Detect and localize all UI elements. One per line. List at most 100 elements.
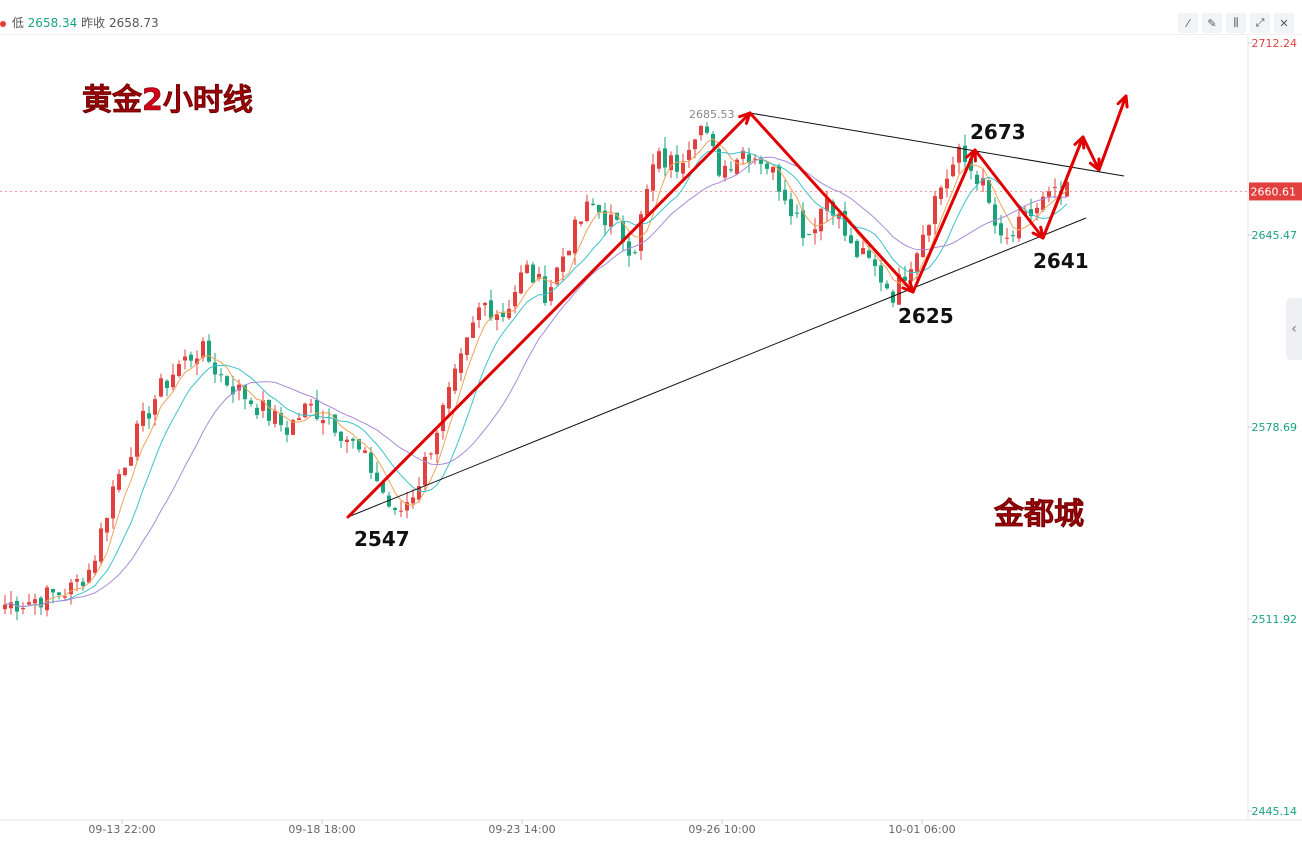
candle-body bbox=[633, 252, 637, 254]
candle-body bbox=[903, 276, 907, 281]
candle-body bbox=[57, 592, 61, 595]
side-panel-handle[interactable]: ‹ bbox=[1286, 298, 1302, 360]
candle-body bbox=[549, 287, 553, 302]
candle-body bbox=[63, 596, 67, 598]
candle-body bbox=[399, 510, 403, 512]
candle-body bbox=[807, 233, 811, 235]
candle-body bbox=[957, 146, 961, 163]
line-tool-icon[interactable]: ⁄ bbox=[1178, 13, 1198, 33]
candle-body bbox=[237, 384, 241, 391]
expand-icon[interactable]: ⤢ bbox=[1250, 13, 1270, 33]
candle-body bbox=[357, 439, 361, 450]
candle-body bbox=[1053, 186, 1057, 188]
candle-body bbox=[33, 599, 37, 604]
candle-body bbox=[303, 403, 307, 418]
top-toolbar: 低 2658.34 昨收 2658.73 ⁄ ✎ ⫼ ⤢ ✕ bbox=[0, 4, 1302, 35]
candle-body bbox=[837, 213, 841, 219]
candle-body bbox=[273, 410, 277, 424]
candle-body bbox=[93, 560, 97, 573]
candle-body bbox=[9, 602, 13, 609]
chevron-left-icon: ‹ bbox=[1291, 321, 1297, 337]
candle-body bbox=[675, 154, 679, 172]
candle-body bbox=[219, 374, 223, 376]
moving-average-line bbox=[4, 149, 1068, 608]
candle-body bbox=[645, 188, 649, 216]
candle-body bbox=[741, 150, 745, 159]
candle-body bbox=[1005, 237, 1009, 239]
candle-body bbox=[405, 502, 409, 511]
candle-body bbox=[729, 169, 733, 171]
candle-body bbox=[567, 250, 571, 256]
candle-body bbox=[717, 148, 721, 176]
candle-body bbox=[117, 474, 121, 490]
wave-segment bbox=[748, 111, 915, 294]
candle-body bbox=[891, 291, 895, 303]
candle-body bbox=[495, 314, 499, 321]
candle-body bbox=[1041, 196, 1045, 210]
candle-body bbox=[123, 467, 127, 476]
candle-body bbox=[297, 418, 301, 421]
candle-body bbox=[1035, 207, 1039, 214]
candle-body bbox=[993, 204, 997, 226]
candle-body bbox=[1011, 235, 1015, 237]
candle-body bbox=[573, 219, 577, 254]
candle-body bbox=[501, 312, 505, 317]
candle-body bbox=[189, 354, 193, 361]
candle-body bbox=[393, 508, 397, 511]
candle-body bbox=[315, 399, 319, 419]
wave-segment bbox=[911, 148, 977, 294]
candle-body bbox=[765, 163, 769, 169]
candle-body bbox=[921, 234, 925, 257]
candle-body bbox=[507, 308, 511, 318]
x-axis: 09-13 22:00 09-18 18:00 09-23 14:00 09-26 1… bbox=[88, 820, 956, 836]
candle-body bbox=[753, 158, 757, 160]
y-axis: 2712.24 2645.47 2578.69 2511.92 2445.14 2660.… bbox=[1248, 37, 1302, 818]
candle-body bbox=[831, 201, 835, 216]
candle-body bbox=[933, 196, 937, 224]
candle-body bbox=[723, 165, 727, 178]
candle-body bbox=[537, 273, 541, 279]
wave-segment bbox=[1041, 136, 1085, 239]
candle-body bbox=[345, 439, 349, 443]
y-tick-label: 2511.92 bbox=[1252, 613, 1298, 626]
candle-body bbox=[519, 272, 523, 294]
candle-body bbox=[381, 482, 385, 493]
candle-body bbox=[147, 413, 151, 419]
candle-body bbox=[1029, 209, 1033, 217]
candle-body bbox=[375, 472, 379, 482]
candle-body bbox=[771, 167, 775, 173]
candle-body bbox=[873, 259, 877, 266]
pen-tool-icon[interactable]: ✎ bbox=[1202, 13, 1222, 33]
candle-body bbox=[639, 214, 643, 251]
current-price-label: 2660.61 bbox=[1251, 185, 1297, 198]
wave-arrows bbox=[346, 94, 1129, 519]
wave-segment bbox=[1097, 94, 1128, 172]
candle-body bbox=[927, 225, 931, 236]
candle-body bbox=[1047, 191, 1051, 197]
candle-body bbox=[177, 364, 181, 377]
candle-body bbox=[39, 597, 43, 608]
candle-body bbox=[45, 587, 49, 611]
candle-body bbox=[543, 276, 547, 303]
candles bbox=[3, 122, 1069, 621]
prev-close-label: 昨收 bbox=[81, 16, 106, 30]
candle-body bbox=[309, 403, 313, 406]
y-tick-label: 2445.14 bbox=[1252, 805, 1298, 818]
candle-body bbox=[1065, 181, 1069, 197]
y-tick-label: 2712.24 bbox=[1252, 37, 1298, 50]
candle-body bbox=[411, 497, 415, 504]
candle-body bbox=[897, 274, 901, 305]
candle-body bbox=[87, 569, 91, 583]
candle-body bbox=[129, 457, 133, 466]
candle-body bbox=[195, 358, 199, 364]
candle-body bbox=[885, 283, 889, 289]
candle-body bbox=[651, 164, 655, 191]
candle-body bbox=[585, 201, 589, 221]
low-value: 2658.34 bbox=[27, 16, 78, 30]
close-icon[interactable]: ✕ bbox=[1274, 13, 1294, 33]
candle-type-icon[interactable]: ⫼ bbox=[1226, 13, 1246, 33]
candle-body bbox=[735, 159, 739, 175]
candle-body bbox=[939, 187, 943, 199]
candle-body bbox=[999, 223, 1003, 236]
wave-segment bbox=[973, 148, 1045, 240]
